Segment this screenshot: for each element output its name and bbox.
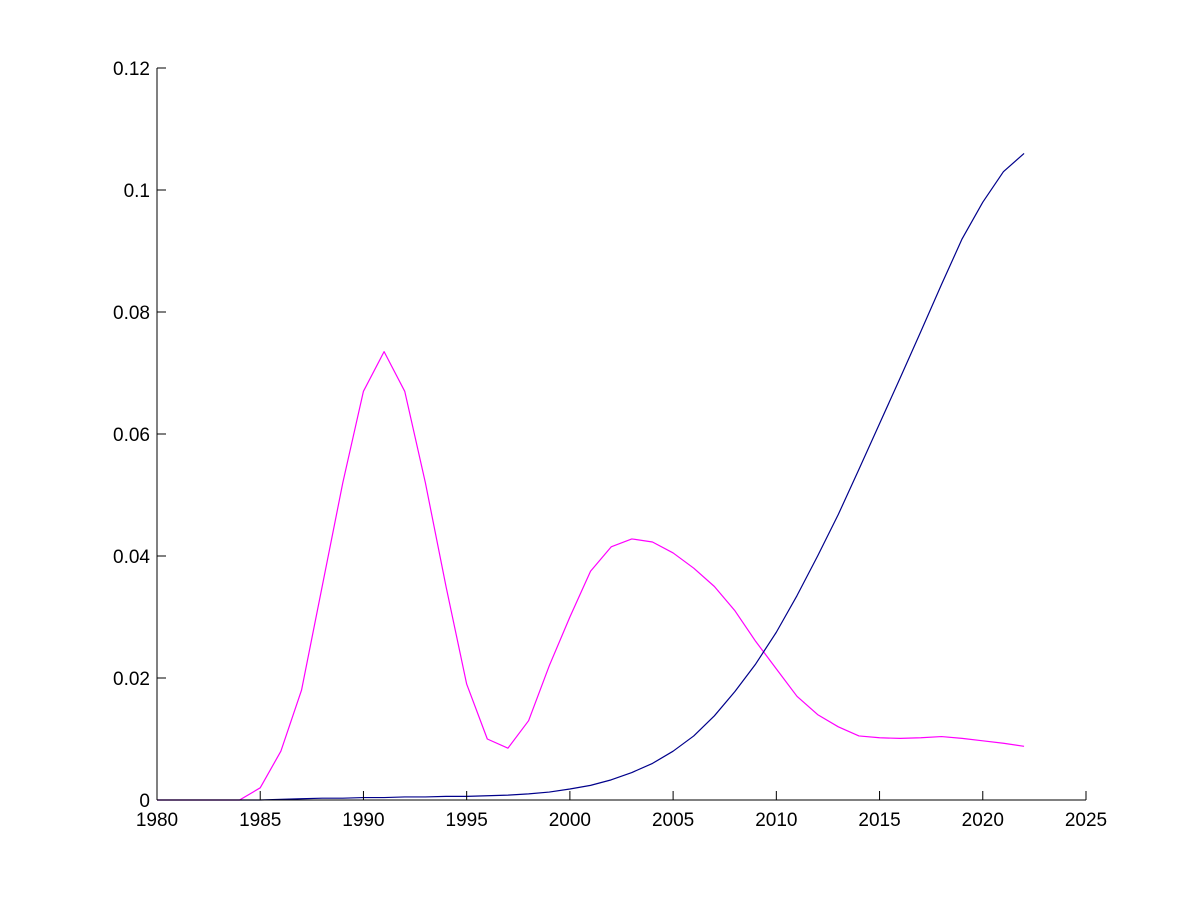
x-tick-label: 1985 [239, 810, 281, 831]
series-line-1 [157, 351, 1025, 801]
x-tick-label: 1995 [446, 810, 488, 831]
x-ticks: 1980 1985 1990 1995 2000 2005 2010 2015 2020 2025 [136, 791, 1107, 831]
series-line-2 [157, 152, 1025, 801]
x-tick-label: 1980 [136, 810, 178, 831]
x-tick-label: 2010 [755, 810, 797, 831]
x-tick-label: 2000 [549, 810, 591, 831]
y-tick-label: 0.04 [113, 547, 150, 568]
x-tick-label: 2020 [962, 810, 1004, 831]
series-layer [157, 152, 1025, 801]
y-tick-label: 0.08 [113, 303, 150, 324]
y-tick-label: 0.12 [113, 59, 150, 80]
x-tick-label: 2005 [652, 810, 694, 831]
y-tick-label: 0 [139, 791, 150, 812]
y-ticks: 0 0.02 0.04 0.06 0.08 0.1 0.12 [113, 59, 166, 812]
y-tick-label: 0.1 [124, 181, 150, 202]
x-tick-label: 1990 [342, 810, 384, 831]
y-tick-label: 0.02 [113, 669, 150, 690]
x-tick-label: 2025 [1065, 810, 1107, 831]
y-tick-label: 0.06 [113, 425, 150, 446]
x-tick-label: 2015 [858, 810, 900, 831]
